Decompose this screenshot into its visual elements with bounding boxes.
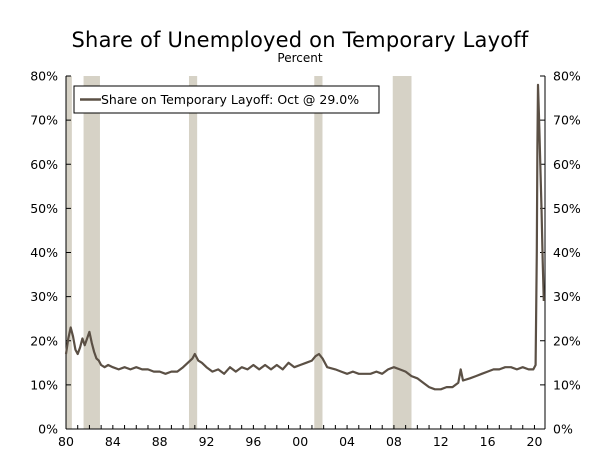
recession-band — [83, 76, 100, 429]
x-tick-label: 20 — [527, 434, 543, 449]
recession-band — [314, 76, 323, 429]
y-tick-label-left: 80% — [30, 69, 58, 84]
y-tick-label-left: 50% — [30, 201, 58, 216]
chart-title: Share of Unemployed on Temporary Layoff — [71, 28, 529, 52]
y-tick-label-left: 10% — [30, 377, 58, 392]
y-tick-label-right: 10% — [553, 377, 581, 392]
x-tick-label: 16 — [480, 434, 496, 449]
series-line — [64, 83, 545, 391]
y-tick-label-right: 70% — [553, 113, 581, 128]
x-tick-label: 88 — [152, 434, 168, 449]
x-tick-label: 92 — [199, 434, 215, 449]
legend-label: Share on Temporary Layoff: Oct @ 29.0% — [101, 92, 359, 107]
x-tick-label: 96 — [245, 434, 261, 449]
recession-band — [188, 76, 198, 429]
x-tick-label: 00 — [292, 434, 308, 449]
y-tick-label-right: 80% — [553, 69, 581, 84]
y-tick-label-right: 30% — [553, 289, 581, 304]
x-tick-label: 80 — [58, 434, 74, 449]
legend-box — [73, 85, 380, 114]
x-tick-label: 04 — [339, 434, 355, 449]
x-tick-label: 08 — [386, 434, 402, 449]
x-tick-label: 12 — [433, 434, 449, 449]
y-tick-label-right: 50% — [553, 201, 581, 216]
y-tick-label-left: 70% — [30, 113, 58, 128]
y-tick-label-right: 40% — [553, 245, 581, 260]
y-tick-label-right: 60% — [553, 157, 581, 172]
y-tick-label-left: 20% — [30, 333, 58, 348]
y-tick-label-left: 40% — [30, 245, 58, 260]
chart-subtitle: Percent — [277, 51, 323, 65]
recession-band — [392, 76, 412, 429]
y-tick-label-left: 30% — [30, 289, 58, 304]
x-tick-label: 84 — [105, 434, 121, 449]
y-tick-label-left: 0% — [38, 422, 58, 437]
y-tick-label-right: 20% — [553, 333, 581, 348]
y-tick-label-left: 60% — [30, 157, 58, 172]
y-tick-label-right: 0% — [553, 422, 573, 437]
